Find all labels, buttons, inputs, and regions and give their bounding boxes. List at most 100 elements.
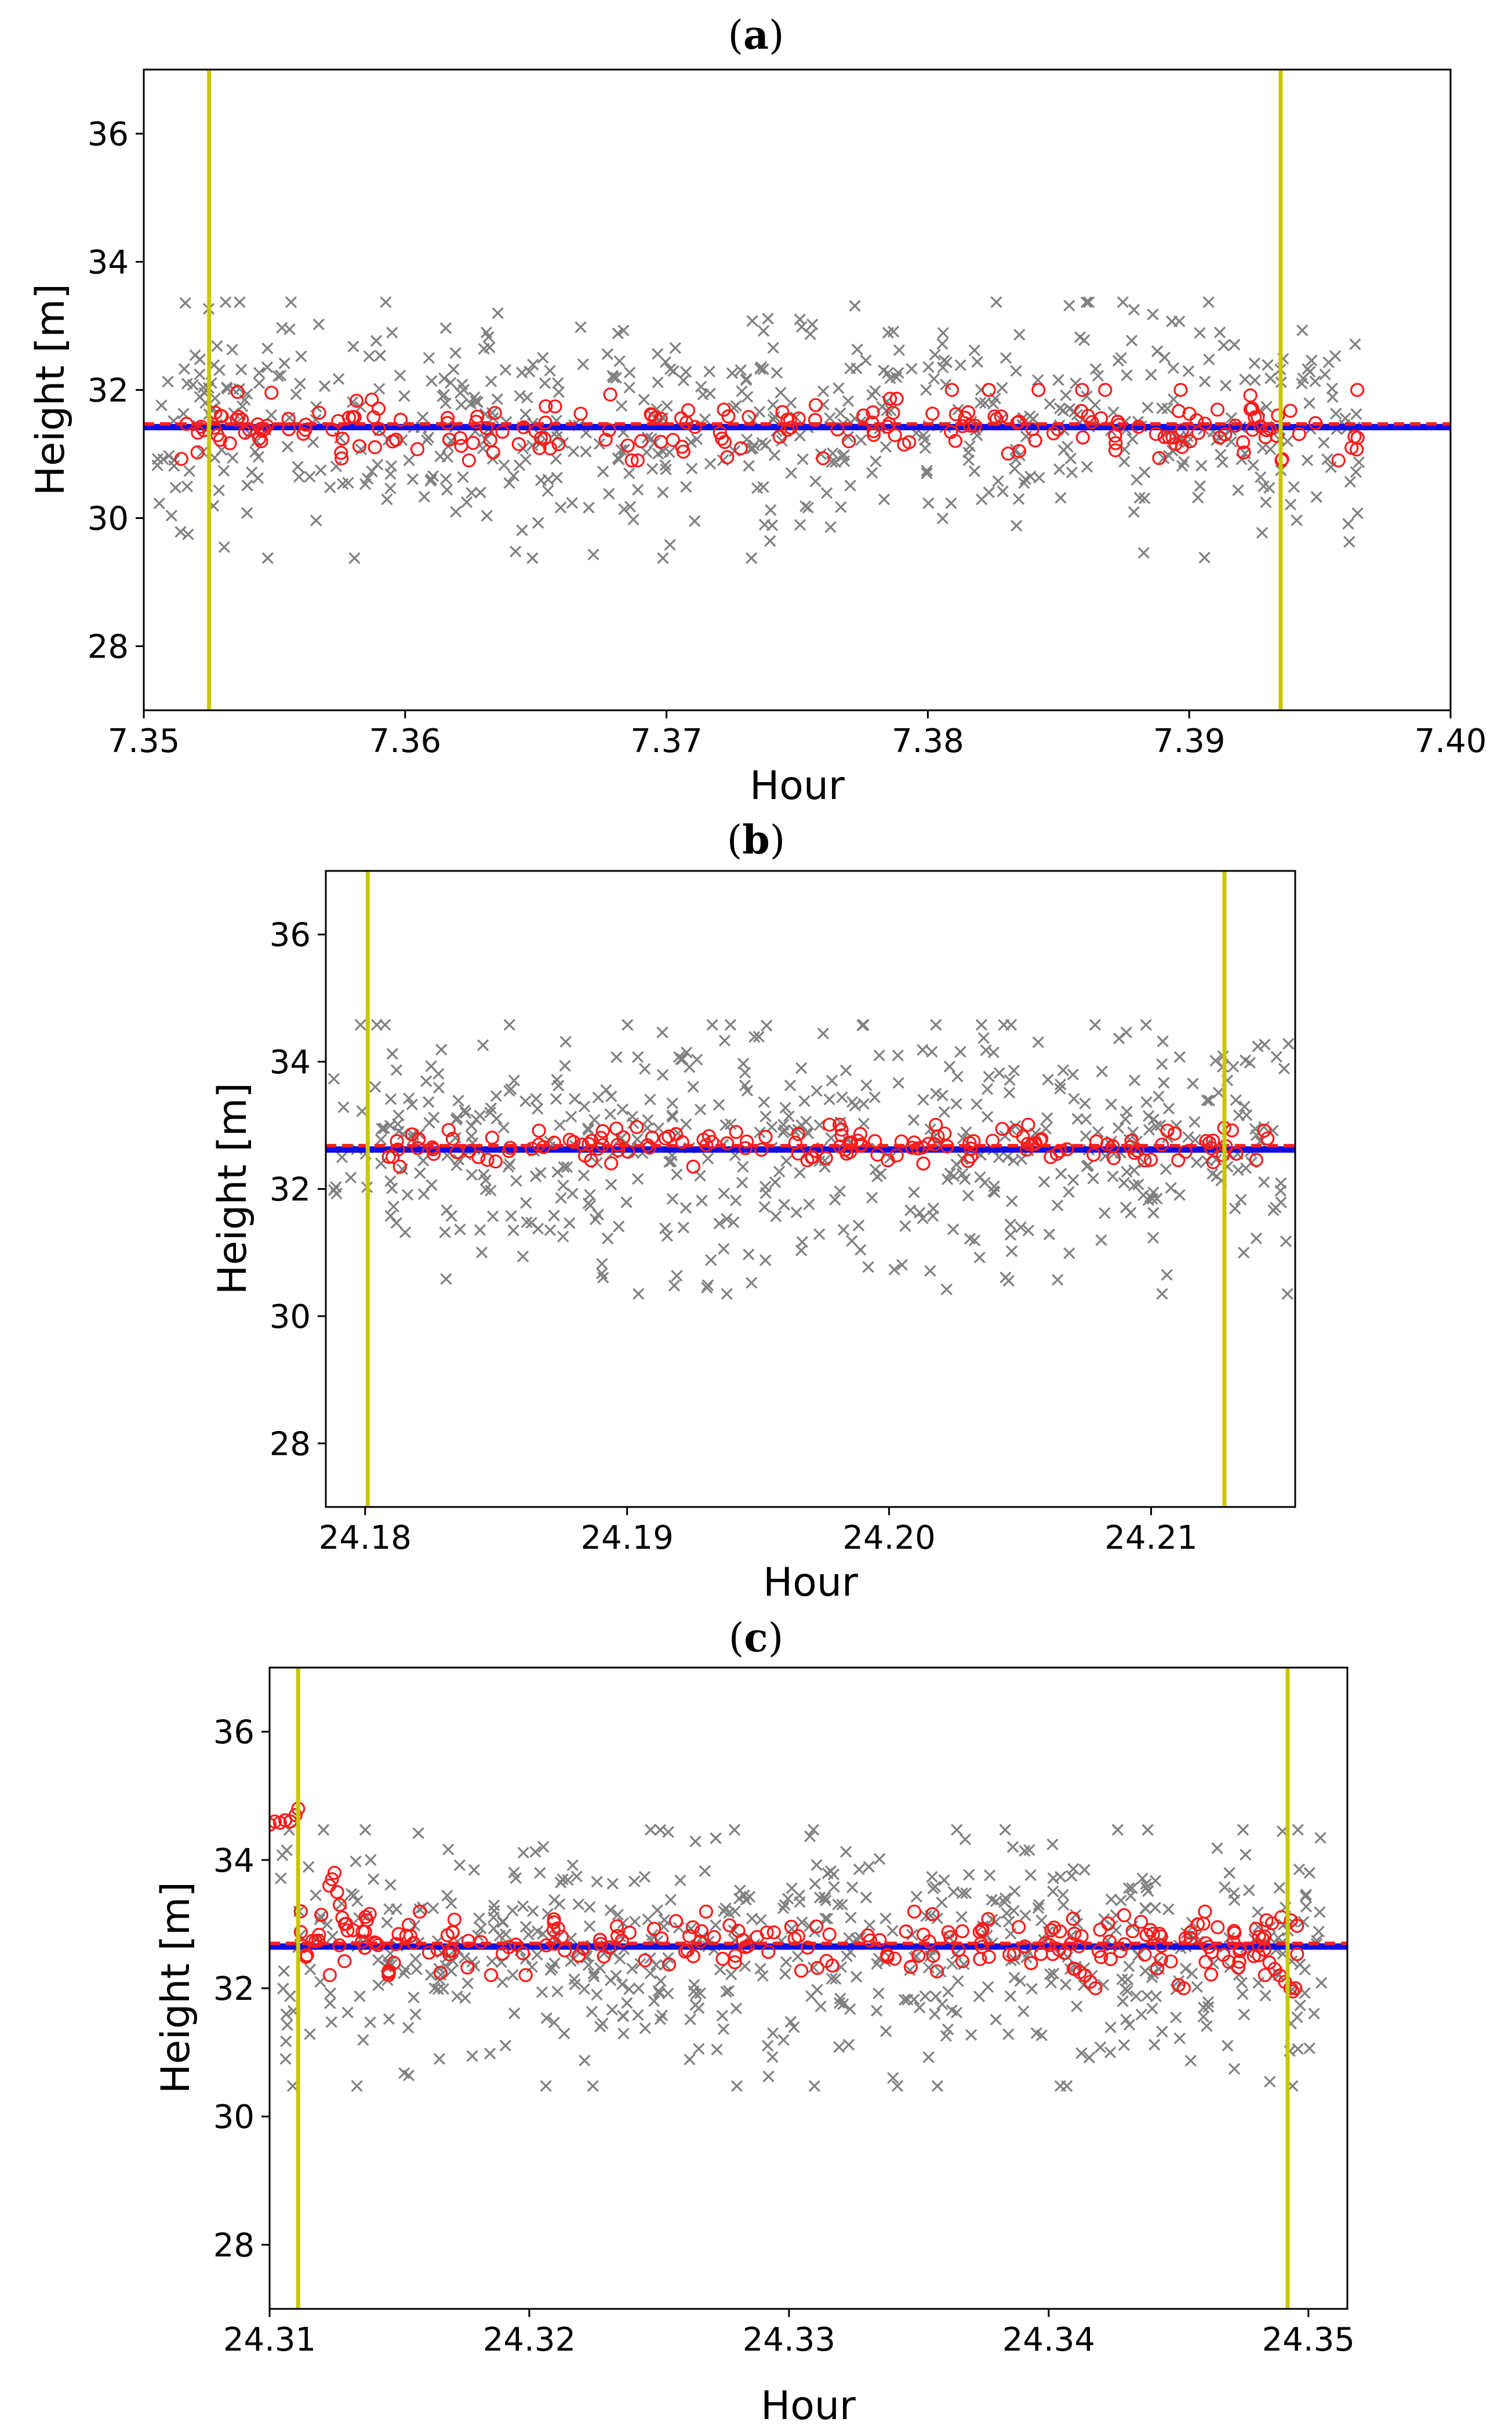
- gray-x-point: [770, 1210, 782, 1222]
- gray-x-point: [721, 1288, 733, 1300]
- red-o-point: [332, 1938, 347, 1953]
- red-o-point: [1206, 1155, 1220, 1170]
- gray-x-point: [527, 1905, 539, 1917]
- gray-x-point: [1105, 1098, 1117, 1110]
- gray-x-point: [748, 1031, 761, 1043]
- gray-x-point: [788, 2021, 800, 2033]
- gray-x-point: [860, 1891, 873, 1904]
- gray-x-point: [904, 1204, 917, 1216]
- red-o-point: [931, 1129, 945, 1143]
- gray-x-point: [717, 2023, 730, 2035]
- red-o-point: [1235, 435, 1251, 449]
- gray-x-point: [1054, 1871, 1067, 1883]
- gray-x-point: [593, 438, 606, 450]
- gray-x-point: [372, 459, 384, 471]
- gray-x-point: [383, 2013, 395, 2025]
- red-o-point: [442, 1947, 457, 1962]
- gray-x-point: [1197, 2011, 1209, 2023]
- red-o-point: [1094, 1950, 1108, 1964]
- red-o-point: [886, 405, 900, 420]
- gray-x-point: [470, 1113, 482, 1125]
- red-o-point: [645, 1130, 659, 1145]
- gray-x-point: [780, 1155, 793, 1167]
- gray-x-point: [310, 1889, 322, 1901]
- gray-x-point: [807, 1962, 820, 1974]
- gray-x-point: [1035, 1914, 1048, 1927]
- gray-x-point: [983, 1070, 995, 1083]
- gray-x-point: [866, 467, 878, 479]
- gray-x-point: [820, 1894, 832, 1906]
- gray-x-point: [370, 335, 383, 347]
- gray-x-point: [324, 1997, 336, 2010]
- gray-x-point: [1067, 1174, 1080, 1186]
- gray-x-point: [1118, 455, 1131, 468]
- red-o-point: [1350, 383, 1365, 397]
- red-o-point: [1154, 1938, 1169, 1953]
- gray-x-point: [833, 382, 845, 394]
- gray-x-point: [610, 372, 622, 384]
- gray-x-point: [927, 1882, 939, 1895]
- gray-x-point: [764, 535, 776, 547]
- gray-x-point: [926, 1045, 938, 1058]
- gray-x-point: [1228, 1887, 1240, 1899]
- gray-x-point: [784, 397, 797, 409]
- gray-x-point: [479, 433, 492, 445]
- red-o-point: [1031, 383, 1046, 397]
- gray-x-point: [499, 2039, 511, 2052]
- gray-x-point: [976, 493, 988, 506]
- gray-x-point: [936, 512, 949, 525]
- gray-x-point: [1156, 2025, 1168, 2038]
- gray-x-point: [632, 2009, 644, 2021]
- gray-x-point: [486, 1210, 499, 1222]
- gray-x-point: [1140, 1882, 1153, 1894]
- gray-x-point: [1074, 331, 1086, 343]
- gray-x-point: [1019, 1909, 1031, 1922]
- gray-x-point: [1009, 444, 1022, 456]
- gray-x-point: [310, 514, 322, 526]
- gray-x-point: [806, 318, 819, 331]
- gray-x-point: [368, 1873, 380, 1885]
- gray-x-point: [1247, 459, 1259, 471]
- gray-x-point: [1123, 2018, 1136, 2031]
- red-o-point: [1229, 1146, 1244, 1161]
- red-o-point: [880, 1949, 895, 1964]
- red-o-point: [1111, 415, 1125, 429]
- red-o-point: [337, 1917, 352, 1931]
- gray-x-point: [587, 1967, 599, 1980]
- gray-x-point: [519, 1095, 532, 1107]
- gray-x-point: [439, 322, 452, 335]
- gray-x-point: [486, 1955, 498, 1967]
- gray-x-point: [275, 369, 287, 382]
- panel-b-plot-area: 24.18 24.19 24.20 24.21 28 30 32 34 36: [270, 871, 1295, 1557]
- gray-x-point: [1223, 1867, 1235, 1879]
- gray-x-point: [659, 356, 672, 368]
- red-o-point: [1152, 451, 1166, 466]
- gray-x-point: [265, 409, 278, 422]
- gray-x-point: [973, 1251, 986, 1263]
- gray-x-point: [674, 1874, 686, 1887]
- panel-a: (a) 7.35 7.36 7.37 7.38 7.39 7.40 28 30 32 34 36 H…: [28, 12, 1486, 809]
- gray-x-point: [999, 1824, 1011, 1836]
- gray-x-point: [680, 366, 692, 378]
- gray-x-point: [697, 388, 709, 401]
- gray-x-point: [762, 313, 774, 325]
- gray-x-point: [513, 459, 526, 471]
- gray-x-point: [1067, 1862, 1080, 1875]
- gray-x-point: [1326, 383, 1338, 395]
- gray-x-point: [1147, 308, 1159, 321]
- gray-x-point: [1068, 1092, 1080, 1105]
- gray-x-point: [1230, 1094, 1242, 1106]
- gray-x-point: [1243, 1884, 1255, 1897]
- red-o-point: [1006, 1947, 1022, 1962]
- gray-x-point: [497, 1121, 510, 1134]
- gray-x-point: [1351, 507, 1364, 520]
- gray-x-point: [384, 1210, 397, 1222]
- gray-x-point: [892, 1049, 904, 1062]
- gray-x-point: [541, 485, 554, 497]
- gray-x-point: [1095, 1234, 1107, 1246]
- gray-x-point: [1238, 2009, 1251, 2021]
- gray-x-point: [917, 1212, 929, 1225]
- red-o-point: [1249, 1153, 1263, 1167]
- panel-a-ticks: 7.35 7.36 7.37 7.38 7.39 7.40 28 30 32 34 36: [88, 116, 1487, 761]
- gray-x-point: [839, 1064, 852, 1077]
